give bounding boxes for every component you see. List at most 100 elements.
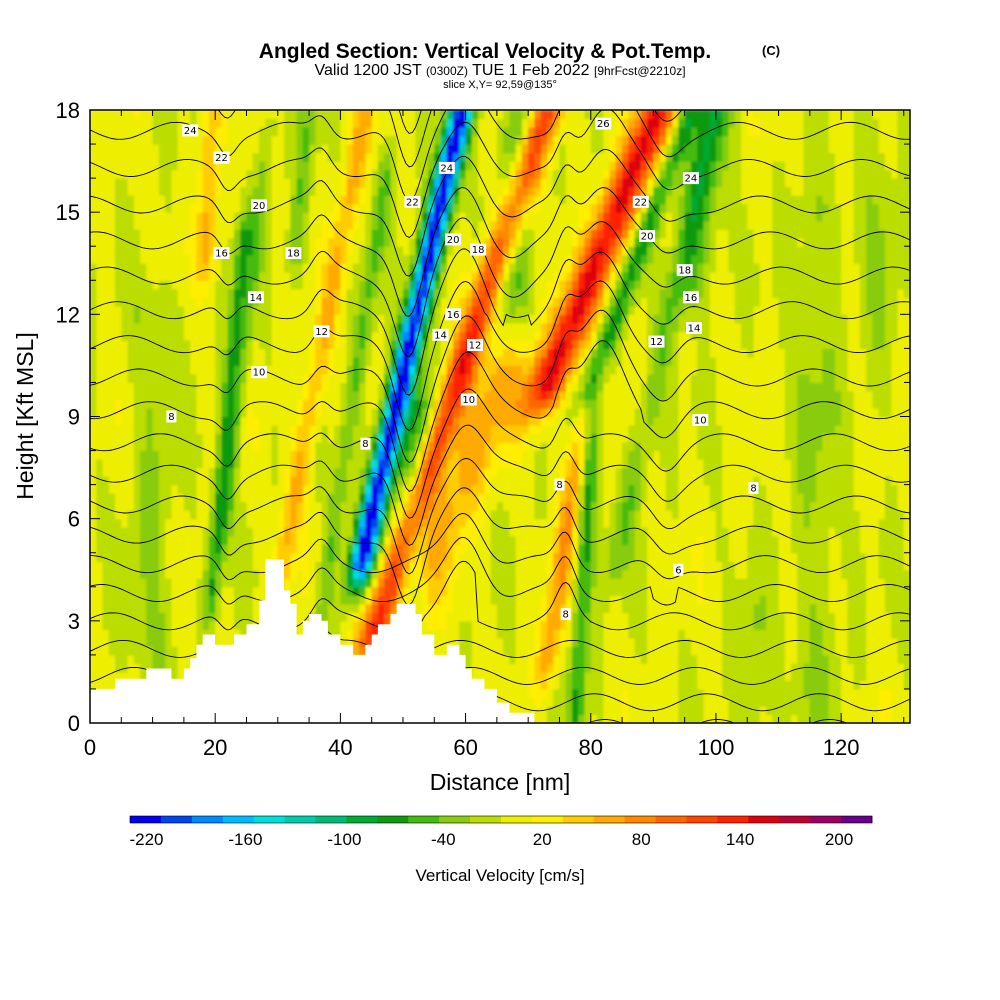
- heatmap-cell: [315, 535, 323, 545]
- heatmap-cell: [571, 425, 579, 435]
- heatmap-cell: [772, 510, 780, 520]
- heatmap-cell: [665, 637, 673, 647]
- heatmap-cell: [296, 484, 304, 494]
- heatmap-cell: [196, 603, 204, 613]
- heatmap-cell: [684, 501, 692, 511]
- heatmap-cell: [797, 654, 805, 664]
- heatmap-cell: [146, 484, 154, 494]
- heatmap-cell: [803, 714, 811, 723]
- heatmap-cell: [709, 416, 717, 426]
- heatmap-cell: [753, 586, 761, 596]
- heatmap-cell: [590, 518, 598, 528]
- heatmap-cell: [803, 493, 811, 503]
- heatmap-cell: [872, 578, 880, 588]
- heatmap-cell: [196, 407, 204, 418]
- heatmap-cell: [578, 586, 586, 596]
- heatmap-cell: [722, 612, 730, 622]
- heatmap-cell: [615, 416, 623, 426]
- heatmap-cell: [446, 459, 454, 469]
- heatmap-cell: [747, 518, 755, 528]
- heatmap-cell: [459, 450, 467, 460]
- heatmap-cell: [740, 510, 748, 520]
- heatmap-cell: [158, 501, 166, 511]
- heatmap-cell: [816, 544, 823, 554]
- heatmap-cell: [140, 442, 147, 452]
- heatmap-cell: [847, 399, 855, 409]
- heatmap-cell: [816, 484, 823, 494]
- heatmap-cell: [553, 688, 561, 699]
- heatmap-cell: [309, 535, 316, 545]
- heatmap-cell: [296, 407, 304, 418]
- heatmap-cell: [133, 620, 141, 630]
- heatmap-cell: [753, 552, 761, 562]
- heatmap-cell: [471, 433, 479, 443]
- heatmap-cell: [121, 603, 129, 613]
- heatmap-cell: [822, 654, 830, 664]
- heatmap-cell: [665, 620, 673, 630]
- heatmap-cell: [665, 459, 673, 469]
- heatmap-cell: [697, 510, 705, 520]
- heatmap-cell: [259, 561, 266, 571]
- heatmap-cell: [590, 578, 598, 588]
- heatmap-cell: [102, 535, 110, 545]
- heatmap-cell: [571, 510, 579, 520]
- heatmap-cell: [96, 407, 104, 418]
- heatmap-cell: [215, 407, 223, 418]
- heatmap-cell: [208, 484, 216, 494]
- heatmap-cell: [872, 697, 880, 707]
- heatmap-cell: [540, 467, 548, 477]
- heatmap-cell: [459, 595, 467, 605]
- heatmap-cell: [165, 425, 172, 435]
- heatmap-cell: [891, 663, 899, 673]
- heatmap-cell: [233, 416, 241, 426]
- heatmap-cell: [165, 433, 172, 443]
- heatmap-cell: [578, 646, 586, 656]
- heatmap-cell: [102, 399, 110, 409]
- heatmap-cell: [878, 476, 886, 486]
- heatmap-cell: [428, 493, 435, 503]
- heatmap-cell: [665, 450, 673, 460]
- heatmap-cell: [521, 637, 529, 647]
- heatmap-cell: [853, 535, 861, 545]
- heatmap-cell: [822, 697, 830, 707]
- heatmap-cell: [678, 629, 686, 639]
- heatmap-cell: [146, 476, 154, 486]
- heatmap-cell: [853, 510, 861, 520]
- heatmap-cell: [803, 459, 811, 469]
- heatmap-cell: [521, 510, 529, 520]
- heatmap-cell: [872, 629, 880, 639]
- heatmap-cell: [377, 569, 385, 579]
- heatmap-cell: [127, 425, 135, 435]
- heatmap-cell: [791, 697, 798, 707]
- heatmap-cell: [897, 620, 905, 630]
- heatmap-cell: [571, 688, 579, 699]
- heatmap-cell: [834, 527, 842, 537]
- heatmap-cell: [822, 459, 830, 469]
- heatmap-cell: [559, 535, 567, 545]
- heatmap-cell: [791, 637, 798, 647]
- heatmap-cell: [190, 595, 198, 605]
- heatmap-cell: [759, 510, 767, 520]
- heatmap-cell: [208, 595, 216, 605]
- heatmap-cell: [628, 578, 636, 588]
- heatmap-cell: [841, 637, 849, 647]
- heatmap-cell: [822, 586, 830, 596]
- heatmap-cell: [878, 688, 886, 699]
- heatmap-cell: [434, 603, 442, 613]
- heatmap-cell: [465, 637, 473, 647]
- heatmap-cell: [171, 671, 179, 682]
- heatmap-cell: [515, 629, 523, 639]
- heatmap-cell: [584, 705, 592, 716]
- heatmap-cell: [227, 552, 235, 562]
- heatmap-cell: [822, 527, 830, 537]
- heatmap-cell: [759, 484, 767, 494]
- heatmap-cell: [847, 646, 855, 656]
- heatmap-cell: [534, 416, 542, 426]
- heatmap-cell: [584, 484, 592, 494]
- heatmap-cell: [703, 442, 711, 452]
- heatmap-cell: [90, 416, 97, 426]
- heatmap-cell: [246, 510, 254, 520]
- heatmap-cell: [133, 484, 141, 494]
- heatmap-cell: [108, 595, 116, 605]
- heatmap-cell: [678, 527, 686, 537]
